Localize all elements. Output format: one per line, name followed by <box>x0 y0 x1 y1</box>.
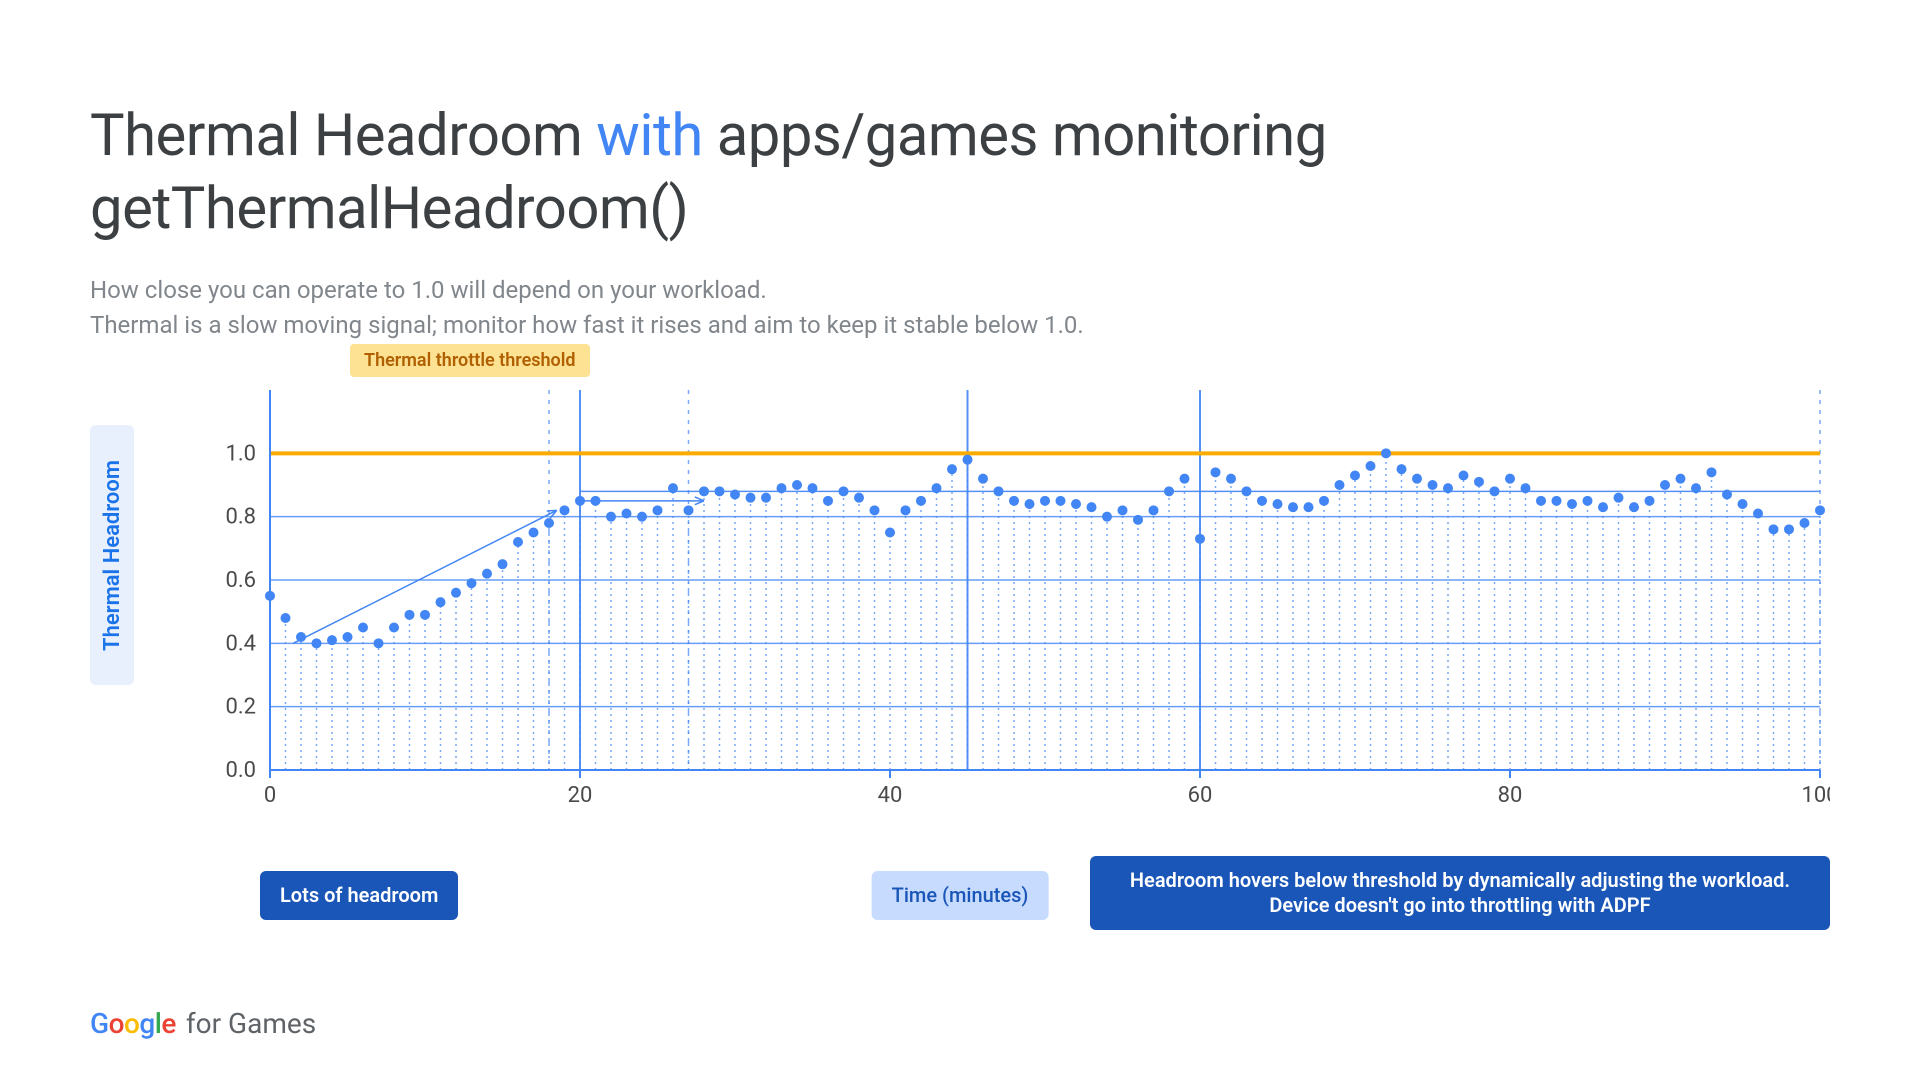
svg-text:0.4: 0.4 <box>225 631 256 656</box>
logo-suffix: for Games <box>186 1007 316 1040</box>
svg-text:80: 80 <box>1498 783 1523 808</box>
title-pre: Thermal Headroom <box>90 102 596 170</box>
svg-text:1.0: 1.0 <box>225 441 256 466</box>
subtitle-line2: Thermal is a slow moving signal; monitor… <box>90 311 1084 339</box>
svg-text:0.8: 0.8 <box>225 505 256 530</box>
svg-text:0: 0 <box>264 783 276 808</box>
chart-region: Thermal Headroom Thermal throttle thresh… <box>90 390 1830 910</box>
badge-lots-of-headroom: Lots of headroom <box>260 871 458 920</box>
threshold-label: Thermal throttle threshold <box>350 344 590 377</box>
x-axis-label: Time (minutes) <box>872 871 1049 920</box>
chart-svg: 0.0 0.2 0.4 0.6 0.8 1.0 0 20 40 60 80 100 <box>210 390 1830 810</box>
svg-text:40: 40 <box>878 783 903 808</box>
slide: Thermal Headroom with apps/games monitor… <box>0 0 1920 1080</box>
svg-text:100: 100 <box>1801 783 1830 808</box>
slide-title: Thermal Headroom with apps/games monitor… <box>90 100 1830 245</box>
subtitle-line1: How close you can operate to 1.0 will de… <box>90 276 767 304</box>
svg-text:60: 60 <box>1188 783 1213 808</box>
title-accent: with <box>596 102 703 170</box>
svg-text:0.2: 0.2 <box>225 695 256 720</box>
slide-subtitle: How close you can operate to 1.0 will de… <box>90 273 1830 343</box>
svg-text:0.6: 0.6 <box>225 568 256 593</box>
badge-adpf-note: Headroom hovers below threshold by dynam… <box>1090 856 1830 930</box>
chart-plot: 0.0 0.2 0.4 0.6 0.8 1.0 0 20 40 60 80 100 <box>210 390 1830 810</box>
svg-text:0.0: 0.0 <box>225 758 256 783</box>
y-axis-label: Thermal Headroom <box>100 460 125 651</box>
svg-text:20: 20 <box>568 783 593 808</box>
google-for-games-logo: Google for Games <box>90 1007 316 1040</box>
google-wordmark: Google <box>90 1007 176 1040</box>
y-axis-label-box: Thermal Headroom <box>90 425 134 685</box>
